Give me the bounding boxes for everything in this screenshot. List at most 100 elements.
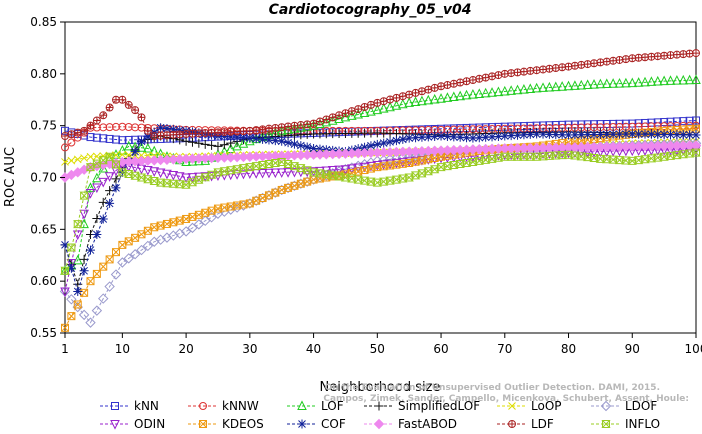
x-tick-label: 100 [685,342,702,356]
x-tick-label: 60 [433,342,448,356]
point-ldf [507,69,516,78]
point-ldf [564,62,573,71]
point-kdeos [188,212,197,221]
point-ldf [437,82,446,91]
point-ldf [290,121,299,130]
point-inflo [423,167,434,176]
legend-marker-loop [508,402,516,410]
point-lof [85,182,96,192]
point-odin [283,168,293,178]
legend-marker-knn [111,402,119,410]
point-cof [430,131,440,141]
point-inflo [73,220,83,229]
x-axis-ticks: 1 10 20 30 40 50 60 70 80 90 100 [61,333,702,356]
point-ldf [672,50,681,59]
point-ldf [545,64,554,73]
point-odin [289,167,300,178]
point-odin [308,167,319,177]
point-kdeos [284,183,293,192]
legend-item-loop: LoOP [497,399,562,413]
legend: kNN kNNW LOF SimplifiedLOF LoOP LDOF ODIN KDEOS… [100,399,660,431]
point-inflo [124,170,134,179]
point-lof [461,89,472,100]
point-lof [582,79,593,90]
point-odin [404,157,414,168]
point-lof [366,105,376,116]
point-cof [130,147,140,157]
point-loop [73,155,82,164]
point-knn [99,134,108,143]
point-ldf [443,81,452,90]
point-lof [576,79,587,90]
point-knn [647,118,656,127]
point-cof [423,132,433,142]
legend-marker-odin [110,420,120,430]
point-lof [378,103,389,113]
point-cof [417,132,427,142]
point-odin [270,168,281,179]
point-loop [61,158,69,166]
point-cof [442,131,452,141]
point-knn [105,134,114,143]
point-ldf [386,95,395,104]
legend-item-ldf: LDF [497,417,554,431]
point-cof [627,129,637,139]
point-cof [283,138,293,148]
point-lof [92,172,102,183]
legend-marker-ldof [600,400,612,412]
point-cof [398,134,408,144]
point-ldf [252,126,261,135]
point-odin [238,169,249,180]
point-knnw [118,122,127,131]
point-cof [481,132,491,142]
point-cof [532,129,542,139]
point-lof [143,142,153,153]
series-inflo [60,148,701,275]
point-cof [251,134,261,144]
point-odin [397,158,408,168]
point-knn [118,136,127,145]
point-kdeos [417,156,426,165]
point-inflo [104,152,115,161]
point-cof [455,132,465,142]
point-lof [480,87,491,98]
point-cof [506,131,516,141]
point-cof [685,130,695,140]
point-cof [576,130,586,140]
point-cof [519,130,529,140]
point-kdeos [111,248,120,257]
point-cof [500,131,510,141]
point-simplifiedlof [92,213,102,223]
point-lof [678,74,689,85]
point-lof [493,86,504,97]
point-kdeos [277,185,286,194]
point-cof [691,130,701,140]
point-simplifiedlof [194,138,204,148]
point-ldf [124,100,133,109]
point-fastabod [690,140,702,151]
point-inflo [289,162,300,171]
x-tick-label: 1 [61,342,69,356]
point-ldf [398,92,407,101]
point-cof [136,136,146,146]
point-knn [124,135,133,144]
legend-marker-lof [297,400,307,410]
point-kdeos [405,158,414,167]
point-ldof [142,240,154,252]
point-lof [410,96,421,107]
point-inflo [60,266,70,275]
point-cof [98,214,108,224]
legend-label-knnw: kNNW [222,399,259,413]
point-loop [86,152,95,161]
point-ldof [85,317,96,328]
point-knn [685,116,694,125]
legend-item-fastabod: FastABOD [364,417,457,431]
point-ldf [379,97,388,106]
point-kdeos [162,219,171,228]
point-ldof [98,293,109,304]
point-cof [162,124,172,134]
point-odin [92,183,102,194]
point-ldf [194,129,203,138]
point-cof [634,129,644,139]
